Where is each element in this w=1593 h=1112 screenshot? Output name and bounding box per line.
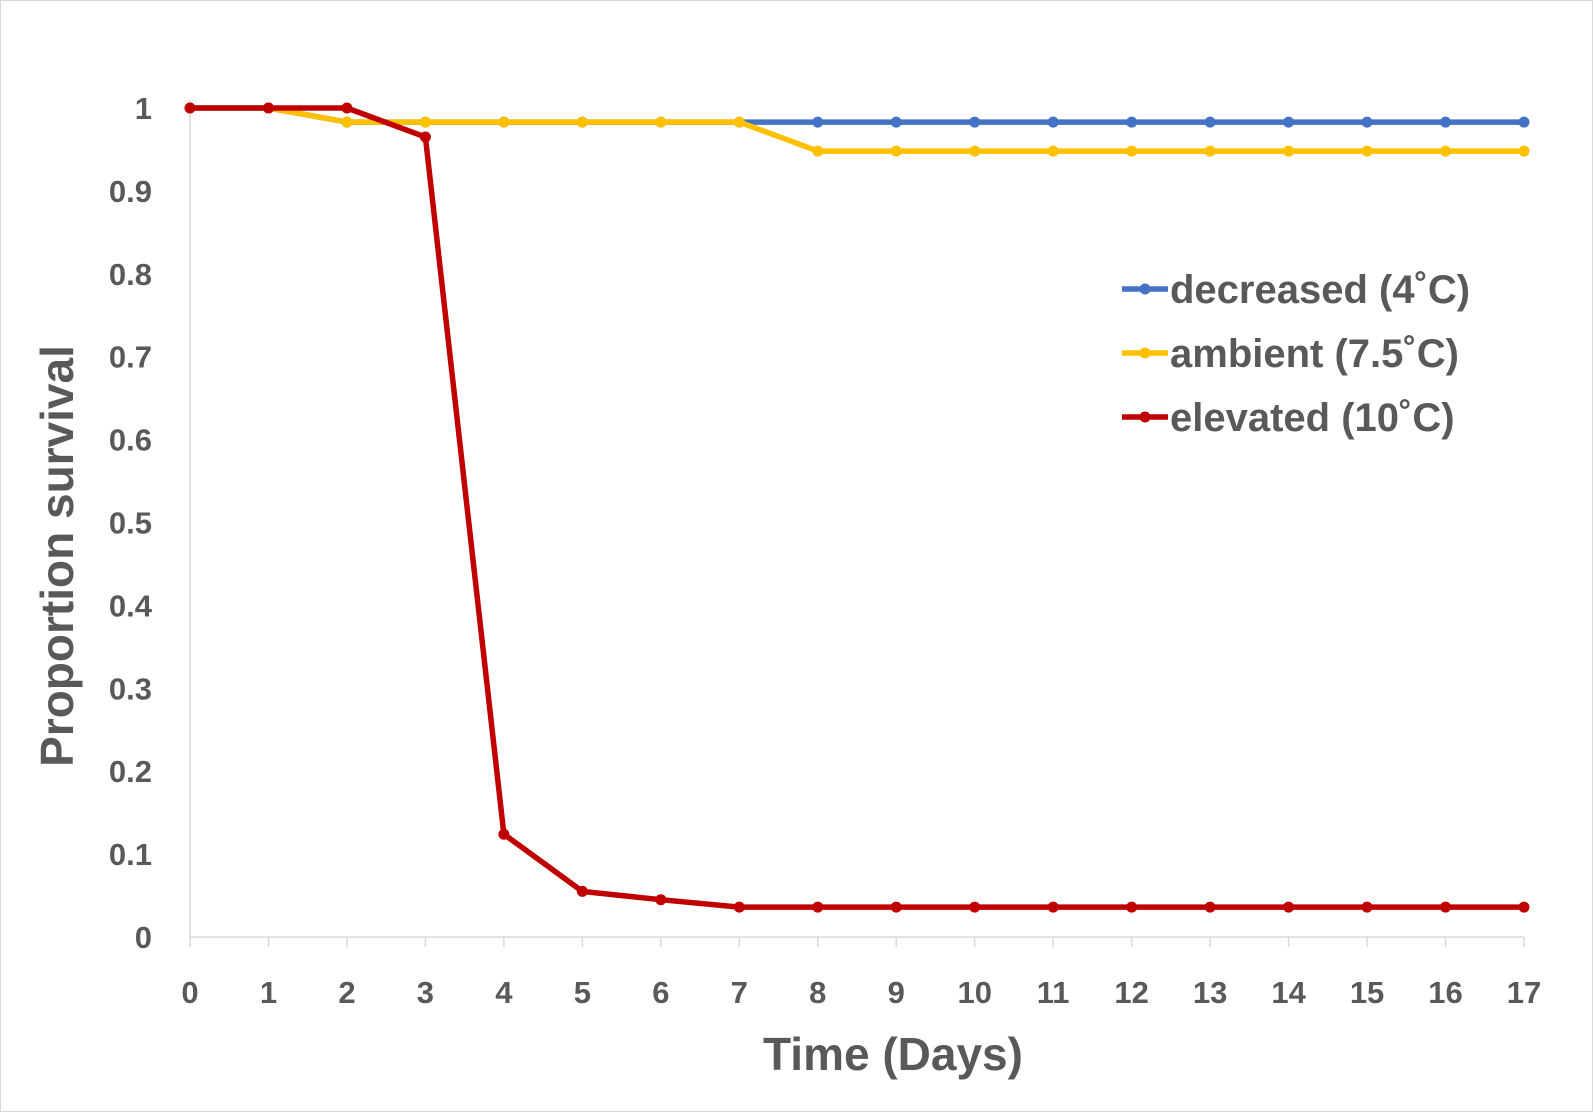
- data-point: [812, 145, 824, 157]
- x-tick-label: 9: [888, 975, 905, 1010]
- y-tick-label: 0.5: [109, 506, 152, 541]
- data-point: [1126, 901, 1138, 913]
- y-tick-label: 0.7: [109, 340, 152, 375]
- data-point: [576, 885, 588, 897]
- x-tick-label: 15: [1350, 975, 1384, 1010]
- data-point: [1047, 901, 1059, 913]
- x-tick-label: 17: [1507, 975, 1541, 1010]
- legend-entry: decreased (4˚C): [1122, 268, 1470, 312]
- data-point: [1361, 901, 1373, 913]
- data-point: [419, 116, 431, 128]
- data-point: [1440, 145, 1452, 157]
- legend-marker: [1139, 411, 1151, 423]
- data-point: [1204, 145, 1216, 157]
- x-tick-label: 11: [1037, 975, 1070, 1010]
- data-point: [1518, 145, 1530, 157]
- data-point: [576, 116, 588, 128]
- series-line: [187, 105, 1527, 154]
- legend-marker: [1139, 283, 1151, 295]
- data-point: [184, 102, 196, 114]
- y-tick-label: 0.3: [109, 671, 152, 706]
- data-point: [341, 116, 353, 128]
- data-point: [969, 145, 981, 157]
- data-point: [1283, 116, 1295, 128]
- data-point: [1204, 901, 1216, 913]
- x-tick-label: 16: [1428, 975, 1462, 1010]
- series-line: [187, 105, 1527, 910]
- x-tick-label: 12: [1114, 975, 1148, 1010]
- legend-entry: elevated (10˚C): [1122, 396, 1455, 440]
- y-tick-label: 0.1: [109, 837, 152, 872]
- data-point: [733, 116, 745, 128]
- data-point: [1518, 901, 1530, 913]
- data-point: [890, 116, 902, 128]
- data-point: [1126, 145, 1138, 157]
- legend-label: decreased (4˚C): [1170, 268, 1470, 312]
- x-axis-title: Time (Days): [763, 1028, 1023, 1080]
- y-axis-title: Proportion survival: [31, 345, 83, 767]
- data-point: [1126, 116, 1138, 128]
- y-tick-label: 0.9: [109, 174, 152, 209]
- y-tick-label: 0.8: [109, 257, 152, 292]
- legend: decreased (4˚C) ambient (7.5˚C) elevated (…: [1122, 268, 1470, 440]
- series-2: [184, 102, 1530, 913]
- data-point: [812, 116, 824, 128]
- y-axis-ticks: 0 0.1 0.2 0.3 0.4 0.5 0.6 0.7 0.8 0.9 1: [109, 91, 153, 955]
- data-point: [498, 116, 510, 128]
- data-point: [655, 894, 667, 906]
- series-layer: [184, 102, 1530, 913]
- series-1: [184, 102, 1530, 157]
- data-point: [498, 828, 510, 840]
- y-tick-label: 0.6: [109, 423, 152, 458]
- data-point: [419, 131, 431, 143]
- x-tick-label: 8: [809, 975, 826, 1010]
- x-tick-label: 0: [181, 975, 198, 1010]
- data-point: [1047, 145, 1059, 157]
- x-axis-ticks: 0 1 2 3 4 5 6 7 8 9 10 11 12 13 14 15 16 17: [181, 937, 1541, 1010]
- data-point: [733, 901, 745, 913]
- x-tick-label: 10: [957, 975, 991, 1010]
- legend-entry: ambient (7.5˚C): [1122, 332, 1459, 376]
- data-point: [1283, 901, 1295, 913]
- data-point: [262, 102, 274, 114]
- y-tick-label: 0: [135, 920, 152, 955]
- data-point: [1204, 116, 1216, 128]
- y-tick-label: 0.4: [109, 588, 153, 623]
- y-tick-label: 0.2: [109, 754, 152, 789]
- x-tick-label: 13: [1193, 975, 1227, 1010]
- legend-marker: [1139, 347, 1151, 359]
- data-point: [1440, 116, 1452, 128]
- data-point: [1361, 116, 1373, 128]
- x-tick-label: 6: [652, 975, 669, 1010]
- data-point: [655, 116, 667, 128]
- data-point: [1361, 145, 1373, 157]
- x-tick-label: 3: [417, 975, 434, 1010]
- x-tick-label: 5: [574, 975, 591, 1010]
- legend-label: ambient (7.5˚C): [1170, 332, 1459, 376]
- data-point: [1047, 116, 1059, 128]
- x-tick-label: 2: [338, 975, 355, 1010]
- data-point: [812, 901, 824, 913]
- x-tick-label: 1: [260, 975, 277, 1010]
- axes: [189, 100, 1524, 938]
- data-point: [1283, 145, 1295, 157]
- data-point: [1440, 901, 1452, 913]
- legend-label: elevated (10˚C): [1170, 396, 1455, 440]
- x-tick-label: 14: [1271, 975, 1306, 1010]
- data-point: [969, 116, 981, 128]
- data-point: [890, 901, 902, 913]
- data-point: [341, 102, 353, 114]
- data-point: [1518, 116, 1530, 128]
- x-tick-label: 7: [731, 975, 748, 1010]
- x-tick-label: 4: [495, 975, 513, 1010]
- data-point: [890, 145, 902, 157]
- y-tick-label: 1: [135, 91, 152, 126]
- data-point: [969, 901, 981, 913]
